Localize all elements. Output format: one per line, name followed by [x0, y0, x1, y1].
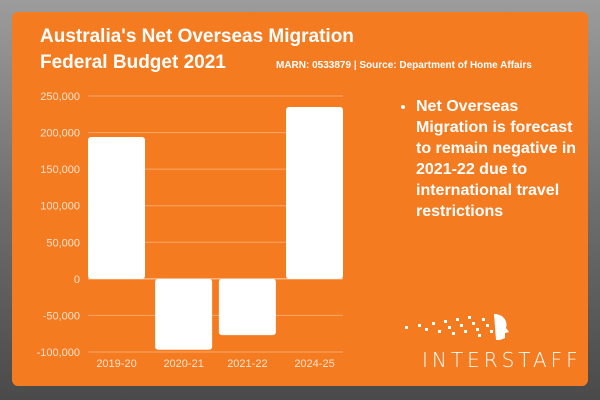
y-tick-label: 150,000: [40, 164, 80, 176]
interstaff-logo: INTERSTAFF: [400, 312, 578, 372]
title-line-1: Australia's Net Overseas Migration: [40, 26, 354, 47]
logo-text: INTERSTAFF: [422, 348, 582, 372]
source-note: MARN: 0533879 | Source: Department of Ho…: [276, 60, 532, 71]
bullet-note: Net Overseas Migration is forecast to re…: [398, 96, 588, 222]
bar-2021-22: [218, 278, 276, 336]
y-tick-label: 0: [74, 274, 80, 286]
bullet-text: Net Overseas Migration is forecast to re…: [416, 96, 588, 222]
bar-2020-21: [155, 278, 213, 350]
y-tick-label: 50,000: [46, 237, 80, 249]
bar-2024-25: [286, 106, 343, 279]
bar-2019-20: [88, 136, 145, 279]
logo-pixel-head-icon: [405, 314, 509, 340]
chart-title: Australia's Net Overseas Migration Feder…: [40, 24, 354, 76]
x-tick-label: 2019-20: [96, 358, 136, 370]
y-tick-label: 250,000: [40, 91, 80, 103]
y-tick-label: 200,000: [40, 128, 80, 140]
x-tick-label: 2024-25: [294, 358, 334, 370]
y-tick-label: 100,000: [40, 201, 80, 213]
x-tick-label: 2020-21: [163, 358, 203, 370]
title-line-2: Federal Budget 2021: [40, 52, 226, 73]
y-tick-label: -50,000: [43, 310, 80, 322]
x-tick-label: 2021-22: [227, 358, 267, 370]
y-tick-label: -100,000: [37, 347, 80, 359]
